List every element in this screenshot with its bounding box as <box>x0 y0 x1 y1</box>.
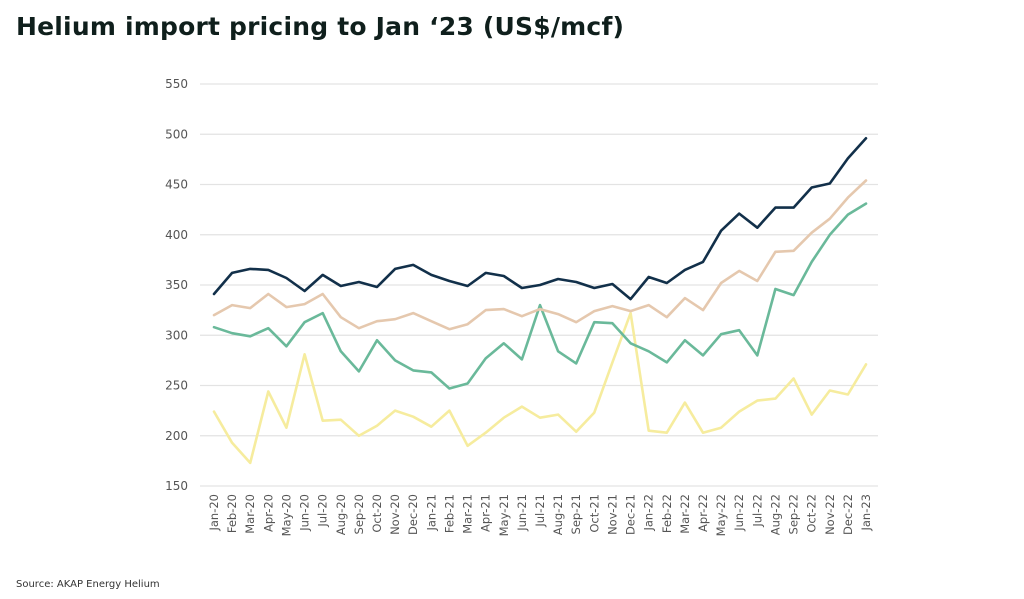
source-note: Source: AKAP Energy Helium <box>16 579 160 590</box>
series-line-3 <box>212 311 868 465</box>
y-tick-label: 550 <box>165 77 188 91</box>
x-tick-label: May-20 <box>279 494 293 536</box>
x-tick-label: Jun-22 <box>732 494 746 532</box>
x-tick-label: Jul-21 <box>533 494 547 528</box>
x-tick-label: Dec-20 <box>406 494 420 535</box>
x-tick-label: Jun-21 <box>515 494 529 532</box>
x-tick-label: Aug-21 <box>551 494 565 535</box>
y-tick-label: 250 <box>165 379 188 393</box>
x-tick-label: Dec-22 <box>841 494 855 535</box>
y-tick-label: 500 <box>165 127 188 141</box>
x-tick-label: Nov-21 <box>605 494 619 535</box>
x-tick-label: Oct-20 <box>370 494 384 533</box>
x-tick-label: Aug-20 <box>334 494 348 535</box>
x-tick-label: Oct-21 <box>587 494 601 533</box>
x-tick-label: Oct-22 <box>805 494 819 533</box>
x-tick-label: Jul-20 <box>316 494 330 528</box>
series-line-0 <box>212 137 868 301</box>
series-line-1 <box>212 179 868 331</box>
y-tick-label: 450 <box>165 178 188 192</box>
x-tick-label: Mar-22 <box>678 494 692 534</box>
chart-title: Helium import pricing to Jan ‘23 (US$/mc… <box>16 12 625 41</box>
y-tick-label: 350 <box>165 278 188 292</box>
series-line-2 <box>212 202 868 390</box>
x-tick-label: Apr-21 <box>479 494 493 532</box>
x-tick-label: Sep-20 <box>352 494 366 534</box>
x-tick-label: Feb-20 <box>225 494 239 533</box>
x-tick-label: Nov-22 <box>823 494 837 535</box>
x-tick-label: Dec-21 <box>624 494 638 535</box>
x-tick-label: May-21 <box>497 494 511 536</box>
y-tick-label: 200 <box>165 429 188 443</box>
x-tick-label: Feb-22 <box>660 494 674 533</box>
x-tick-label: Jun-20 <box>298 494 312 532</box>
x-tick-label: Apr-22 <box>696 494 710 532</box>
x-tick-label: Jul-22 <box>750 494 764 528</box>
x-tick-label: Mar-20 <box>243 494 257 534</box>
x-tick-label: Jan-22 <box>642 494 656 532</box>
x-tick-label: Jan-20 <box>207 494 221 532</box>
x-tick-label: Sep-22 <box>787 494 801 534</box>
x-tick-label: Aug-22 <box>768 494 782 535</box>
x-tick-label: Apr-20 <box>261 494 275 532</box>
y-tick-label: 400 <box>165 228 188 242</box>
x-tick-label: Mar-21 <box>461 494 475 534</box>
y-tick-label: 150 <box>165 479 188 493</box>
x-tick-label: Sep-21 <box>569 494 583 534</box>
x-tick-label: Jan-21 <box>424 494 438 532</box>
x-tick-label: Feb-21 <box>442 494 456 533</box>
x-tick-label: Jan-23 <box>859 494 873 532</box>
x-tick-label: Nov-20 <box>388 494 402 535</box>
y-tick-label: 300 <box>165 328 188 342</box>
x-tick-label: May-22 <box>714 494 728 536</box>
